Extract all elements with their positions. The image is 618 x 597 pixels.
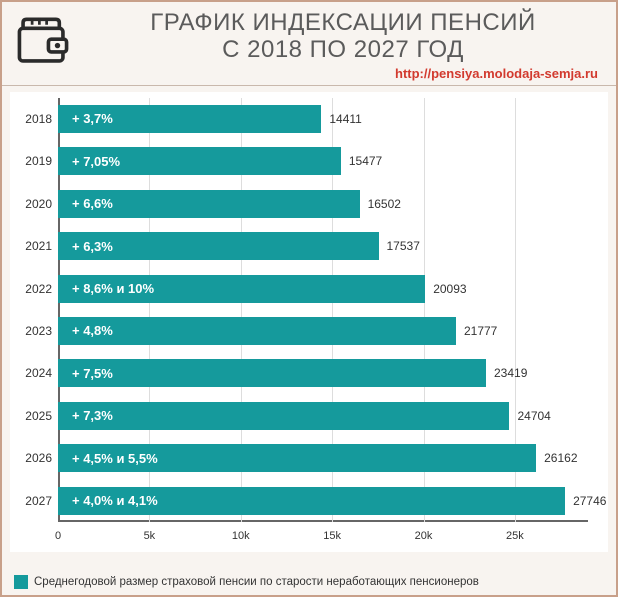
x-tick: 5k xyxy=(144,530,156,542)
legend: Среднегодовой размер страховой пенсии по… xyxy=(14,575,604,589)
year-label: 2022 xyxy=(10,282,52,296)
bar: + 6,3%17537 xyxy=(58,232,379,260)
bar-value-label: 27746 xyxy=(565,494,606,508)
x-tick: 0 xyxy=(55,530,61,542)
legend-text: Среднегодовой размер страховой пенсии по… xyxy=(34,576,479,588)
year-label: 2023 xyxy=(10,324,52,338)
bar-value-label: 24704 xyxy=(509,409,550,423)
legend-swatch xyxy=(14,575,28,589)
x-tick: 10k xyxy=(232,530,250,542)
bar-value-label: 14411 xyxy=(321,112,361,126)
bar: + 4,8%21777 xyxy=(58,317,456,345)
year-label: 2026 xyxy=(10,451,52,465)
wallet-icon xyxy=(14,12,72,70)
bar-value-label: 16502 xyxy=(360,197,401,211)
title-line-2: С 2018 ПО 2027 ГОД xyxy=(82,37,604,64)
bar-pct-label: + 6,3% xyxy=(58,239,113,254)
bar: + 7,5%23419 xyxy=(58,359,486,387)
bar-pct-label: + 3,7% xyxy=(58,111,113,126)
bar-row: 2023+ 4,8%21777 xyxy=(58,310,588,352)
bar-row: 2025+ 7,3%24704 xyxy=(58,395,588,437)
bar: + 7,3%24704 xyxy=(58,402,509,430)
bar-value-label: 26162 xyxy=(536,451,577,465)
chart-area: 05k10k15k20k25k2018+ 3,7%144112019+ 7,05… xyxy=(10,92,608,552)
bar-row: 2018+ 3,7%14411 xyxy=(58,98,588,140)
bar: + 3,7%14411 xyxy=(58,105,321,133)
bar-pct-label: + 8,6% и 10% xyxy=(58,281,154,296)
bar: + 4,0% и 4,1%27746 xyxy=(58,487,565,515)
year-label: 2020 xyxy=(10,197,52,211)
bar: + 8,6% и 10%20093 xyxy=(58,275,425,303)
bar-pct-label: + 4,0% и 4,1% xyxy=(58,493,158,508)
x-tick: 25k xyxy=(506,530,524,542)
bar-value-label: 15477 xyxy=(341,154,382,168)
source-url[interactable]: http://pensiya.molodaja-semja.ru xyxy=(82,66,604,81)
bar-value-label: 23419 xyxy=(486,366,527,380)
bar: + 6,6%16502 xyxy=(58,190,360,218)
bar-pct-label: + 4,8% xyxy=(58,323,113,338)
year-label: 2024 xyxy=(10,366,52,380)
bar-row: 2019+ 7,05%15477 xyxy=(58,140,588,182)
year-label: 2018 xyxy=(10,112,52,126)
bar-pct-label: + 4,5% и 5,5% xyxy=(58,451,158,466)
title-block: ГРАФИК ИНДЕКСАЦИИ ПЕНСИЙ С 2018 ПО 2027 … xyxy=(82,10,604,81)
bar-row: 2027+ 4,0% и 4,1%27746 xyxy=(58,479,588,521)
year-label: 2019 xyxy=(10,154,52,168)
year-label: 2025 xyxy=(10,409,52,423)
bar-row: 2022+ 8,6% и 10%20093 xyxy=(58,267,588,309)
bar-value-label: 17537 xyxy=(379,239,420,253)
bar-value-label: 20093 xyxy=(425,282,466,296)
bar-row: 2026+ 4,5% и 5,5%26162 xyxy=(58,437,588,479)
bar-pct-label: + 7,5% xyxy=(58,366,113,381)
year-label: 2021 xyxy=(10,239,52,253)
x-tick: 20k xyxy=(415,530,433,542)
bar-row: 2021+ 6,3%17537 xyxy=(58,225,588,267)
x-tick: 15k xyxy=(323,530,341,542)
bar-row: 2020+ 6,6%16502 xyxy=(58,183,588,225)
bar: + 7,05%15477 xyxy=(58,147,341,175)
bar-row: 2024+ 7,5%23419 xyxy=(58,352,588,394)
year-label: 2027 xyxy=(10,494,52,508)
plot: 05k10k15k20k25k2018+ 3,7%144112019+ 7,05… xyxy=(58,98,588,522)
bar-pct-label: + 6,6% xyxy=(58,196,113,211)
bar: + 4,5% и 5,5%26162 xyxy=(58,444,536,472)
infographic-frame: ГРАФИК ИНДЕКСАЦИИ ПЕНСИЙ С 2018 ПО 2027 … xyxy=(0,0,618,597)
bar-pct-label: + 7,3% xyxy=(58,408,113,423)
bar-pct-label: + 7,05% xyxy=(58,154,120,169)
bar-value-label: 21777 xyxy=(456,324,497,338)
title-line-1: ГРАФИК ИНДЕКСАЦИИ ПЕНСИЙ xyxy=(82,10,604,37)
header: ГРАФИК ИНДЕКСАЦИИ ПЕНСИЙ С 2018 ПО 2027 … xyxy=(2,2,616,86)
